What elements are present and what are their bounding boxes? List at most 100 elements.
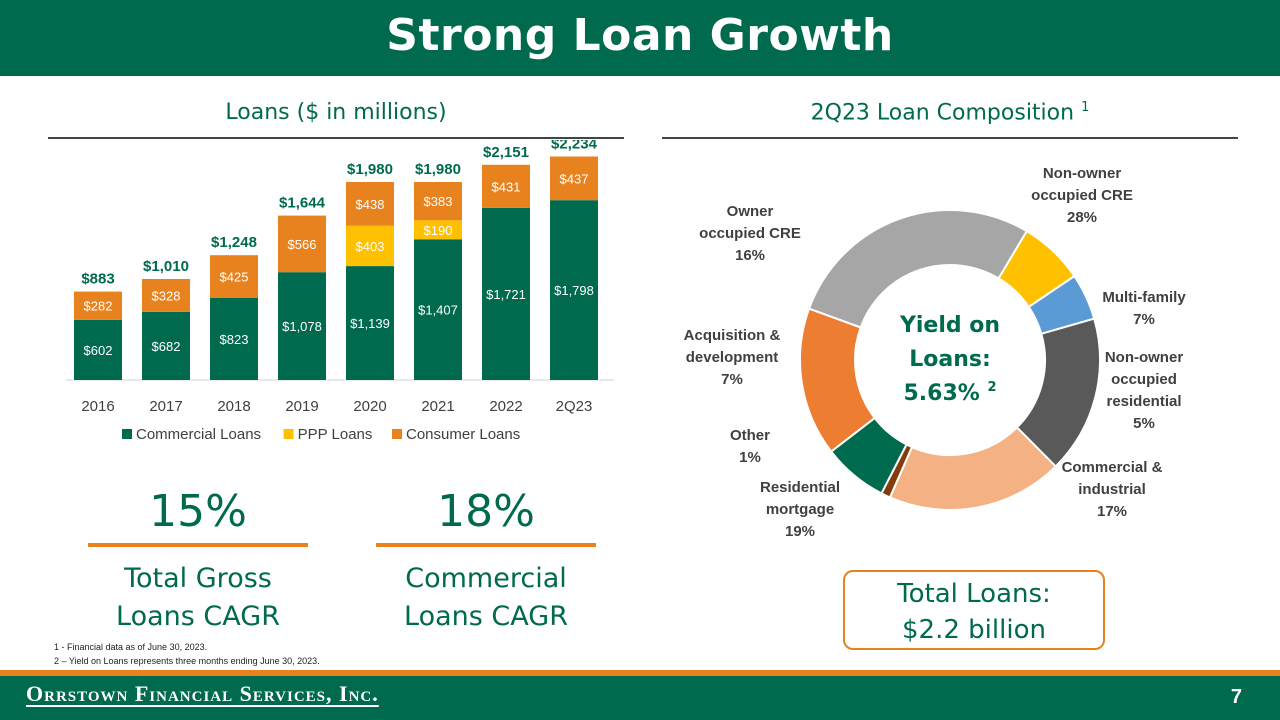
company-logo: Orrstown Financial Services, Inc. [26,681,379,706]
donut-slice-value-label: 17% [1097,503,1127,520]
total-gross-cagr-label: Total Gross Loans CAGR [116,563,280,632]
donut-slice-name-label: mortgage [766,501,834,518]
bar-segment-commercial-loans-2016 [74,319,122,380]
donut-slice-name-label: residential [1106,393,1181,410]
bar-data-label: $282 [84,299,113,314]
donut-center-footnote-mark: 2 [987,380,996,395]
footer-bar [0,676,1280,720]
x-tick-label: 2020 [353,398,386,415]
donut-slice-name-label: Owner [727,203,774,220]
page-number: 7 [1230,686,1242,708]
bar-total-label: $1,980 [347,161,393,178]
donut-slice-owner-occupied-cre [799,307,877,453]
commercial-cagr-value: 18% [437,486,535,537]
donut-slice-name-label: Commercial & [1062,459,1163,476]
donut-slice-value-label: 7% [1133,311,1155,328]
bar-data-label: $403 [356,239,385,254]
donut-center-yield-value: 5.63% [903,381,987,406]
donut-slice-name-label: Multi-family [1102,289,1186,306]
bar-segment-ppp-loans-2020 [346,225,394,267]
donut-slice-name-label: occupied [1111,371,1177,388]
bar-data-label: $1,407 [418,303,458,318]
bar-total-label: $2,151 [483,144,529,161]
bar-segment-consumer-loans-2016 [74,291,122,320]
x-tick-label: 2017 [149,398,182,415]
x-tick-label: 2019 [285,398,318,415]
bar-segment-commercial-loans-2021 [414,239,462,380]
commercial-cagr-label: Commercial Loans CAGR [404,563,568,632]
bar-segment-consumer-loans-2017 [142,279,190,312]
donut-slice-name-label: Residential [760,479,840,496]
bar-segment-consumer-loans-2019 [278,215,326,273]
donut-slice-value-label: 19% [785,523,815,540]
donut-slice-value-label: 16% [735,247,765,264]
bar-segment-commercial-loans-2020 [346,266,394,380]
total-gross-cagr-value: 15% [149,486,247,537]
bar-segment-consumer-loans-2018 [210,255,258,298]
bar-data-label: $602 [84,343,113,358]
legend-swatch [283,429,294,439]
bar-data-label: $328 [152,288,181,303]
bar-data-label: $425 [220,269,249,284]
donut-slice-value-label: 1% [739,449,761,466]
bar-data-label: $823 [220,332,249,347]
bar-data-label: $1,721 [486,287,526,302]
bar-data-label: $1,078 [282,319,322,334]
donut-slice-value-label: 28% [1067,209,1097,226]
donut-slice-name-label: development [686,349,779,366]
bar-data-label: $190 [424,223,453,238]
donut-slice-name-label: occupied CRE [1031,187,1133,204]
footnote-2: 2 – Yield on Loans represents three mont… [54,656,320,666]
composition-title-text: 2Q23 Loan Composition [810,100,1075,126]
bar-segment-consumer-loans-2020 [346,182,394,226]
x-tick-label: 2Q23 [556,398,593,415]
x-tick-label: 2016 [81,398,114,415]
header-bar: Strong Loan Growth [0,0,1280,76]
bar-segment-consumer-loans-2022 [482,164,530,208]
bar-data-label: $431 [492,179,521,194]
bar-data-label: $438 [356,197,385,212]
footnote-1: 1 - Financial data as of June 30, 2023. [54,642,208,652]
bar-segment-consumer-loans-2021 [414,182,462,221]
bar-segment-commercial-loans-2019 [278,272,326,380]
donut-slice-name-label: industrial [1078,481,1146,498]
bar-total-label: $1,644 [279,195,326,212]
composition-section-rule [662,137,1238,139]
bar-total-label: $1,980 [415,161,461,178]
bar-total-label: $2,234 [551,140,598,153]
donut-slice-non-owner-occupied-cre [807,209,1029,329]
legend-swatch [122,429,132,439]
loans-section-title: Loans ($ in millions) [225,100,447,125]
donut-slice-name-label: Other [730,427,770,444]
legend-swatch [392,429,402,439]
loan-composition-donut-chart: Non-owner occupied CRE 28% Multi-family 7% No… [684,165,1187,540]
total-gross-cagr-divider [88,543,308,547]
legend-label: Commercial Loans [136,426,261,443]
bar-segment-commercial-loans-2022 [482,207,530,380]
bar-data-label: $1,798 [554,283,594,298]
x-tick-label: 2021 [421,398,454,415]
donut-slice-name-label: Acquisition & [684,327,781,344]
total-loans-box: Total Loans: $2.2 billion [843,570,1105,650]
donut-slice-name-label: Non-owner [1043,165,1121,182]
loans-bar-chart: $602 $282 $883 2016 $682 $328 $1,010 2017 $823 $4… [66,140,614,443]
bar-data-label: $682 [152,339,181,354]
donut-slice-name-label: Non-owner [1105,349,1183,366]
loans-section-rule [48,137,624,139]
commercial-cagr-divider [376,543,596,547]
donut-center-yield: 5.63% 2 [903,380,996,406]
x-tick-label: 2018 [217,398,250,415]
donut-slice-name-label: occupied CRE [699,225,801,242]
bar-segment-commercial-loans-2018 [210,297,258,380]
bar-total-label: $1,248 [211,234,257,251]
bar-segment-ppp-loans-2021 [414,220,462,240]
bar-data-label: $437 [560,171,589,186]
bar-segment-commercial-loans-2q23 [550,200,598,380]
donut-slice-value-label: 7% [721,371,743,388]
bar-data-label: $566 [288,237,317,252]
bar-total-label: $883 [81,271,114,288]
legend-label: Consumer Loans [406,426,520,443]
bar-total-label: $1,010 [143,258,189,275]
total-loans-line2: $2.2 billion [902,615,1046,645]
footer-accent-stripe [0,670,1280,676]
